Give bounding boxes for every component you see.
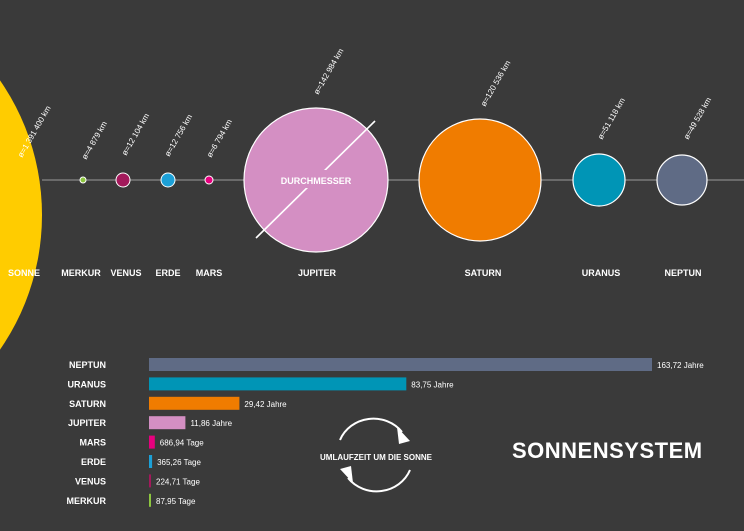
diameter-uranus: ø=51 118 km (596, 96, 627, 141)
bar-value-venus: 224,71 Tage (156, 477, 200, 486)
bar-value-erde: 365,26 Tage (157, 458, 201, 467)
bar-value-merkur: 87,95 Tage (156, 497, 196, 506)
bar-value-neptun: 163,72 Jahre (657, 361, 704, 370)
planet-saturn (418, 118, 542, 242)
planet-erde (160, 172, 176, 188)
bar-erde (149, 455, 153, 468)
bar-neptun (149, 358, 652, 371)
bar-saturn (149, 396, 240, 410)
bar-merkur (149, 493, 151, 507)
bar-category-uranus: URANUS (67, 379, 106, 389)
planet-venus (115, 172, 131, 188)
bar-category-jupiter: JUPITER (68, 418, 107, 428)
diameter-label: DURCHMESSER (281, 176, 352, 186)
bar-category-saturn: SATURN (69, 399, 106, 409)
planet-uranus (572, 153, 626, 207)
bar-venus (149, 474, 151, 488)
planet-name-uranus: URANUS (582, 268, 621, 278)
diameter-erde: ø=12 756 km (163, 113, 194, 158)
diameter-jupiter: ø=142 984 km (312, 47, 346, 96)
diameter-label-backdrop (270, 170, 362, 188)
orbit-arrow-head-top (397, 427, 410, 444)
orbit-cycle-icon (339, 417, 411, 493)
orbit-label: UMLAUFZEIT UM DIE SONNE (320, 453, 433, 462)
orbit-arrow-head-bottom (340, 466, 353, 483)
page-title: SONNENSYSTEM (512, 438, 703, 463)
diameter-mars: ø=6 794 km (205, 117, 234, 159)
bar-category-mars: MARS (80, 438, 107, 448)
bar-value-uranus: 83,75 Jahre (411, 380, 454, 389)
bar-value-saturn: 29,42 Jahre (244, 400, 287, 409)
bar-jupiter (149, 416, 186, 430)
planet-merkur (79, 176, 87, 184)
bar-category-merkur: MERKUR (67, 496, 107, 506)
planet-name-merkur: MERKUR (61, 268, 101, 278)
diameter-venus: ø=12 104 km (120, 112, 151, 157)
sun-disc (0, 80, 42, 350)
bar-category-neptun: NEPTUN (69, 360, 106, 370)
planet-name-mars: MARS (196, 268, 223, 278)
bar-category-venus: VENUS (75, 476, 106, 486)
planet-name-erde: ERDE (155, 268, 180, 278)
bar-value-jupiter: 11,86 Jahre (190, 419, 232, 428)
bar-uranus (149, 377, 407, 391)
planet-name-jupiter: JUPITER (298, 268, 337, 278)
planet-name-saturn: SATURN (465, 268, 502, 278)
planet-name-venus: VENUS (110, 268, 141, 278)
bar-category-erde: ERDE (81, 457, 106, 467)
diameter-saturn: ø=120 536 km (479, 59, 513, 108)
planet-neptun (656, 154, 708, 206)
bar-mars (149, 435, 155, 449)
diameter-merkur: ø=4 879 km (80, 119, 109, 161)
planet-name-neptun: NEPTUN (664, 268, 701, 278)
planet-name-sonne: SONNE (8, 268, 40, 278)
diameter-neptun: ø=49 528 km (682, 96, 713, 141)
planet-mars (204, 175, 214, 185)
bar-value-mars: 686,94 Tage (160, 439, 204, 448)
